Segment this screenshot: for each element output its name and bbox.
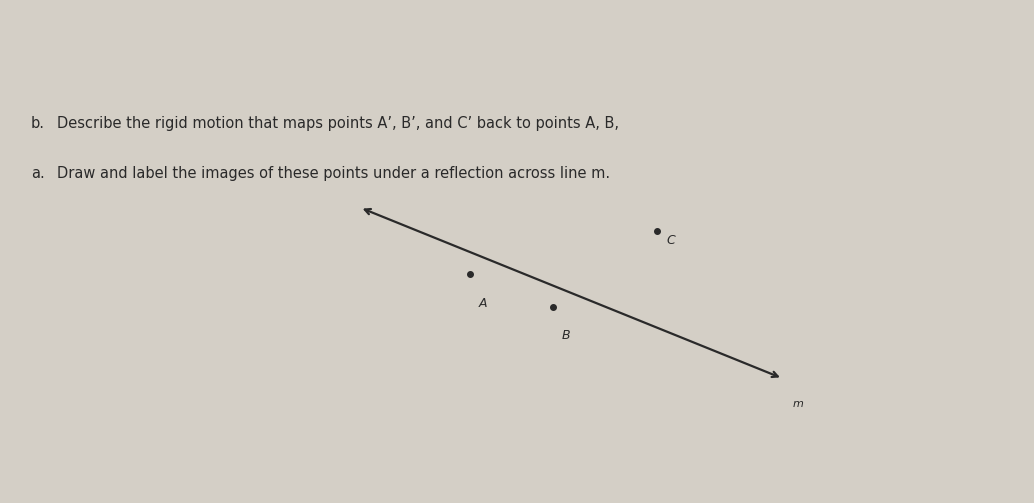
Text: m: m [793, 398, 803, 408]
Text: b.: b. [31, 116, 45, 131]
Text: B: B [561, 329, 570, 343]
Text: C: C [667, 234, 675, 247]
Text: a.: a. [31, 166, 44, 181]
Text: Draw and label the images of these points under a reflection across line m.: Draw and label the images of these point… [57, 166, 610, 181]
Text: Describe the rigid motion that maps points A’, B’, and C’ back to points A, B,: Describe the rigid motion that maps poin… [57, 116, 619, 131]
Text: A: A [479, 297, 487, 310]
